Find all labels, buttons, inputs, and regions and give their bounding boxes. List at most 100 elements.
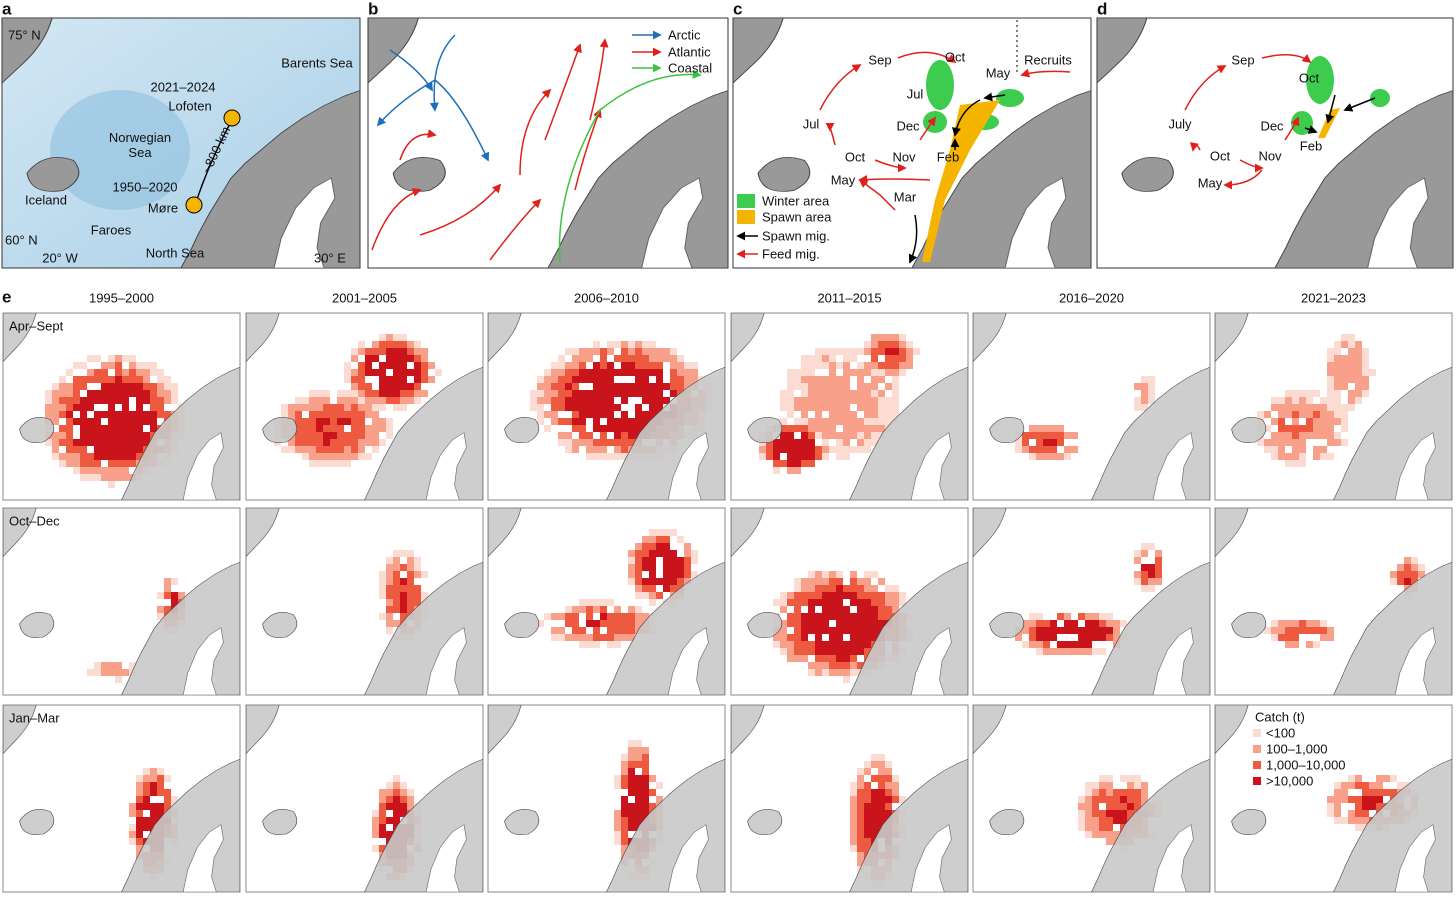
catch-cell [115, 453, 122, 460]
catch-cell [1341, 334, 1348, 341]
catch-cell [691, 550, 698, 557]
catch-cell [295, 397, 302, 404]
catch-cell [1362, 362, 1369, 369]
catch-cell [1050, 648, 1057, 655]
catch-cell [642, 341, 649, 348]
catch-cell [815, 662, 822, 669]
catch-cell [372, 369, 379, 376]
catch-cell [80, 383, 87, 390]
catch-cell [892, 411, 899, 418]
catch-cell [1036, 446, 1043, 453]
catch-cell [143, 397, 150, 404]
catch-cell [801, 369, 808, 376]
catch-cell [407, 592, 414, 599]
catch-cell [836, 662, 843, 669]
catch-cell [1348, 404, 1355, 411]
catch-cell [1348, 782, 1355, 789]
catch-cell [815, 578, 822, 585]
catch-cell [45, 411, 52, 418]
month-label: Sep [1231, 52, 1255, 68]
catch-cell [150, 425, 157, 432]
catch-cell [1313, 620, 1320, 627]
catch-cell [579, 369, 586, 376]
catch-cell [656, 383, 663, 390]
catch-cell [407, 796, 414, 803]
catch-cell [351, 446, 358, 453]
catch-cell [885, 348, 892, 355]
catch-cell [815, 571, 822, 578]
catch-cell [150, 418, 157, 425]
catch-cell [1092, 824, 1099, 831]
catch-cell [379, 397, 386, 404]
catch-cell [73, 418, 80, 425]
catch-cell [386, 341, 393, 348]
catch-cell [600, 613, 607, 620]
catch-cell [1355, 824, 1362, 831]
catch-cell [129, 418, 136, 425]
catch-cell [1029, 446, 1036, 453]
catch-cell [94, 439, 101, 446]
catch-cell [358, 348, 365, 355]
catch-cell [66, 411, 73, 418]
catch-cell [295, 432, 302, 439]
catch-cell [670, 564, 677, 571]
catch-cell [351, 369, 358, 376]
catch-cell [101, 467, 108, 474]
catch-cell [1022, 641, 1029, 648]
catch-cell [1355, 782, 1362, 789]
catch-cell [843, 383, 850, 390]
catch-cell [157, 803, 164, 810]
catch-cell [316, 460, 323, 467]
catch-cell [773, 634, 780, 641]
catch-cell [864, 627, 871, 634]
catch-cell [1113, 817, 1120, 824]
catch-cell [59, 439, 66, 446]
catch-cell [836, 648, 843, 655]
catch-cell [649, 803, 656, 810]
catch-cell [565, 418, 572, 425]
catch-cell [386, 383, 393, 390]
catch-cell [379, 613, 386, 620]
catch-cell [558, 404, 565, 411]
catch-cell [372, 348, 379, 355]
catch-cell [66, 432, 73, 439]
catch-cell [829, 613, 836, 620]
catch-cell [386, 782, 393, 789]
catch-cell [400, 341, 407, 348]
catch-cell [621, 425, 628, 432]
catch-cell [787, 453, 794, 460]
catch-cell [1022, 439, 1029, 446]
catch-cell [635, 383, 642, 390]
catch-cell [136, 397, 143, 404]
catch-cell [677, 578, 684, 585]
catch-cell [302, 446, 309, 453]
catch-cell [122, 369, 129, 376]
catch-cell [1292, 446, 1299, 453]
catch-cell [316, 418, 323, 425]
catch-cell [323, 397, 330, 404]
period-header: 1995–2000 [88, 290, 155, 306]
catch-cell [372, 341, 379, 348]
winter-area [1306, 56, 1334, 104]
catch-cell [400, 564, 407, 571]
month-label: July [1168, 116, 1192, 132]
catch-cell [621, 817, 628, 824]
catch-cell [129, 810, 136, 817]
catch-cell [400, 404, 407, 411]
catch-cell [1411, 578, 1418, 585]
catch-cell [815, 355, 822, 362]
catch-cell [1271, 432, 1278, 439]
catch-cell [850, 810, 857, 817]
catch-cell [850, 592, 857, 599]
catch-cell [52, 383, 59, 390]
catch-cell [400, 390, 407, 397]
catch-cell [878, 775, 885, 782]
catch-cell [864, 418, 871, 425]
catch-cell [871, 796, 878, 803]
catch-cell [635, 362, 642, 369]
catch-cell [1264, 627, 1271, 634]
catch-cell [1313, 432, 1320, 439]
catch-cell [80, 453, 87, 460]
catch-cell [586, 634, 593, 641]
catch-cell [794, 620, 801, 627]
